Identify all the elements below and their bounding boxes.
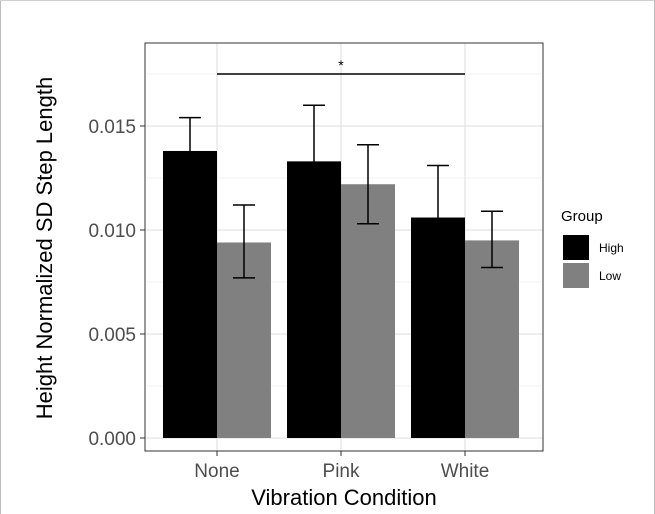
y-tick-label: 0.000 [88, 429, 136, 450]
bars [163, 150, 519, 439]
legend-items: High Low [563, 235, 624, 288]
legend-label-high: High [599, 241, 624, 255]
error-bars [179, 104, 503, 279]
plot-border [144, 42, 544, 452]
y-tick-label: 0.015 [88, 117, 136, 138]
legend-key-low [563, 263, 589, 288]
x-tick-label: None [194, 461, 239, 482]
significance-star: * [338, 57, 344, 73]
y-tick-label: 0.010 [88, 221, 136, 242]
legend-title: Group [561, 208, 603, 225]
y-axis-title: Height Normalized SD Step Length [32, 77, 57, 419]
x-axis-title: Vibration Condition [251, 485, 437, 510]
y-axis-ticks: 0.000 0.005 0.010 0.015 [88, 117, 145, 450]
bar-low-pink [341, 184, 395, 438]
significance-annotation: * [217, 57, 465, 75]
legend-key-high [563, 235, 589, 260]
legend: Group High Low [561, 208, 624, 288]
bar-low-white [465, 240, 519, 438]
x-axis-ticks: None Pink White [194, 451, 489, 482]
x-tick-label: Pink [323, 461, 360, 482]
bar-high-none [163, 150, 217, 438]
legend-label-low: Low [599, 269, 621, 283]
y-tick-label: 0.005 [88, 325, 136, 346]
x-tick-label: White [441, 461, 490, 482]
